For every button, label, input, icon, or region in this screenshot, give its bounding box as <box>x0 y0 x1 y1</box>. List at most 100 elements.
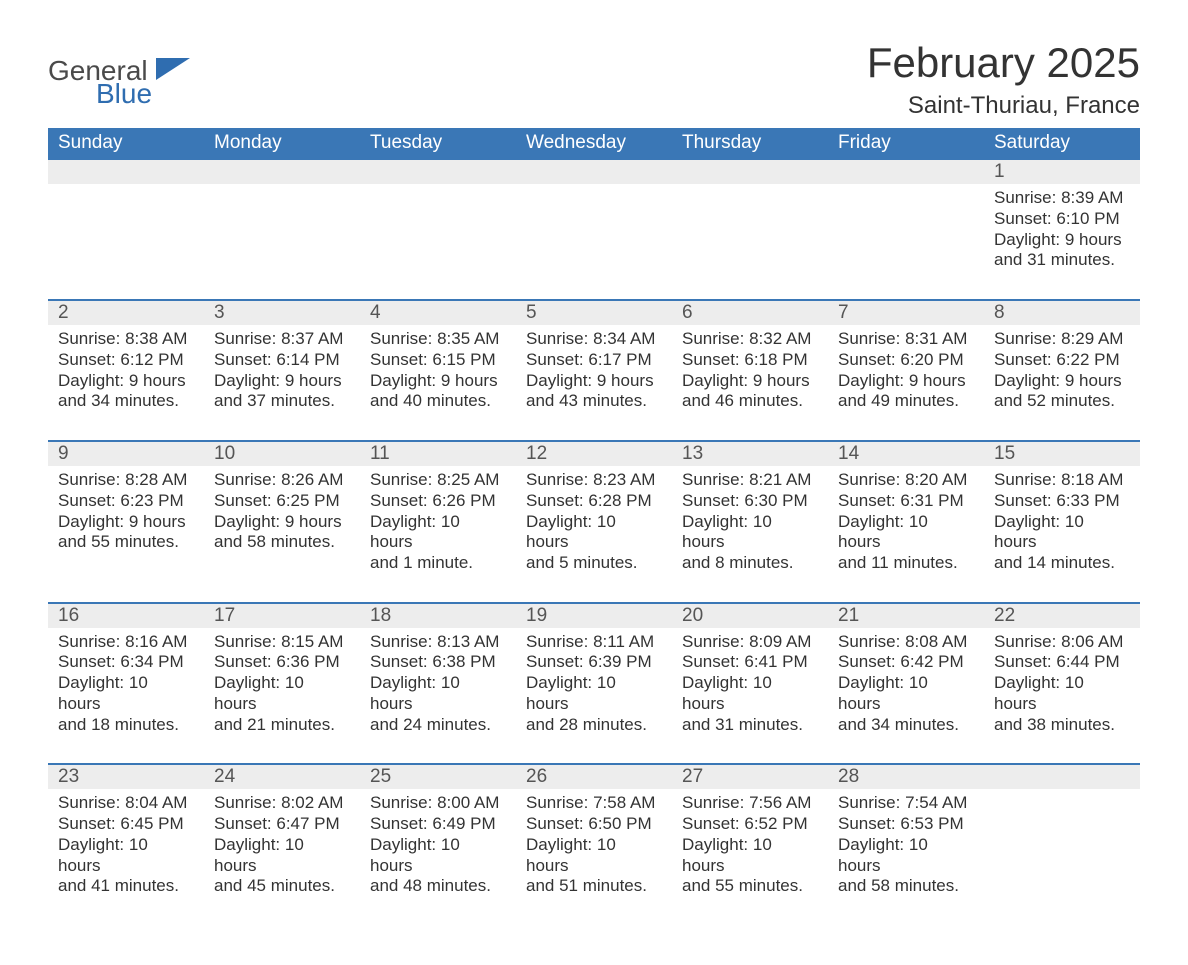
day-detail-row: Sunrise: 8:28 AMSunset: 6:23 PMDaylight:… <box>48 466 1140 603</box>
calendar-page: General Blue February 2025 Saint-Thuriau… <box>0 0 1188 965</box>
day-number-cell <box>360 160 516 184</box>
day-number-cell: 10 <box>204 442 360 466</box>
daylight-text-1: Daylight: 10 hours <box>838 512 974 553</box>
sunset-text: Sunset: 6:10 PM <box>994 209 1130 230</box>
sunset-text: Sunset: 6:12 PM <box>58 350 194 371</box>
daylight-text-2: and 1 minute. <box>370 553 506 574</box>
sunrise-text: Sunrise: 8:34 AM <box>526 329 662 350</box>
sunset-text: Sunset: 6:15 PM <box>370 350 506 371</box>
day-number-cell: 1 <box>984 160 1140 184</box>
day-number-cell: 21 <box>828 604 984 628</box>
day-detail-cell: Sunrise: 8:20 AMSunset: 6:31 PMDaylight:… <box>828 466 984 603</box>
day-detail-row: Sunrise: 8:39 AMSunset: 6:10 PMDaylight:… <box>48 184 1140 300</box>
logo-text: General Blue <box>48 58 152 106</box>
logo-word-blue: Blue <box>96 81 152 106</box>
day-detail-cell: Sunrise: 8:18 AMSunset: 6:33 PMDaylight:… <box>984 466 1140 603</box>
sunrise-text: Sunrise: 8:16 AM <box>58 632 194 653</box>
sunset-text: Sunset: 6:14 PM <box>214 350 350 371</box>
sunrise-text: Sunrise: 7:58 AM <box>526 793 662 814</box>
day-header: Sunday <box>48 128 204 160</box>
day-detail-cell <box>828 184 984 300</box>
calendar-body: 1Sunrise: 8:39 AMSunset: 6:10 PMDaylight… <box>48 160 1140 925</box>
sunset-text: Sunset: 6:28 PM <box>526 491 662 512</box>
daylight-text-2: and 46 minutes. <box>682 391 818 412</box>
day-detail-cell <box>204 184 360 300</box>
day-number-cell <box>204 160 360 184</box>
sunrise-text: Sunrise: 8:20 AM <box>838 470 974 491</box>
sunset-text: Sunset: 6:47 PM <box>214 814 350 835</box>
day-detail-row: Sunrise: 8:16 AMSunset: 6:34 PMDaylight:… <box>48 628 1140 765</box>
daylight-text-1: Daylight: 10 hours <box>994 512 1130 553</box>
daylight-text-1: Daylight: 10 hours <box>838 673 974 714</box>
daylight-text-2: and 40 minutes. <box>370 391 506 412</box>
day-detail-cell: Sunrise: 8:04 AMSunset: 6:45 PMDaylight:… <box>48 789 204 925</box>
daylight-text-1: Daylight: 9 hours <box>682 371 818 392</box>
day-detail-cell: Sunrise: 8:31 AMSunset: 6:20 PMDaylight:… <box>828 325 984 441</box>
logo: General Blue <box>48 40 190 106</box>
day-number-row: 16171819202122 <box>48 604 1140 628</box>
sunset-text: Sunset: 6:53 PM <box>838 814 974 835</box>
sunset-text: Sunset: 6:30 PM <box>682 491 818 512</box>
daylight-text-2: and 48 minutes. <box>370 876 506 897</box>
day-number-cell: 16 <box>48 604 204 628</box>
day-number-cell: 22 <box>984 604 1140 628</box>
day-number-cell: 20 <box>672 604 828 628</box>
daylight-text-1: Daylight: 9 hours <box>994 371 1130 392</box>
sunrise-text: Sunrise: 8:25 AM <box>370 470 506 491</box>
daylight-text-2: and 38 minutes. <box>994 715 1130 736</box>
day-header: Monday <box>204 128 360 160</box>
sunset-text: Sunset: 6:49 PM <box>370 814 506 835</box>
sunset-text: Sunset: 6:39 PM <box>526 652 662 673</box>
day-number-cell: 24 <box>204 765 360 789</box>
daylight-text-2: and 31 minutes. <box>682 715 818 736</box>
day-number-cell: 17 <box>204 604 360 628</box>
header: General Blue February 2025 Saint-Thuriau… <box>48 40 1140 120</box>
day-detail-cell <box>516 184 672 300</box>
sunrise-text: Sunrise: 8:39 AM <box>994 188 1130 209</box>
day-number-row: 1 <box>48 160 1140 184</box>
day-detail-cell: Sunrise: 8:39 AMSunset: 6:10 PMDaylight:… <box>984 184 1140 300</box>
sunset-text: Sunset: 6:50 PM <box>526 814 662 835</box>
day-number-row: 9101112131415 <box>48 442 1140 466</box>
day-detail-cell: Sunrise: 8:21 AMSunset: 6:30 PMDaylight:… <box>672 466 828 603</box>
day-detail-cell: Sunrise: 8:32 AMSunset: 6:18 PMDaylight:… <box>672 325 828 441</box>
day-number-cell <box>48 160 204 184</box>
sunset-text: Sunset: 6:41 PM <box>682 652 818 673</box>
daylight-text-1: Daylight: 10 hours <box>526 835 662 876</box>
daylight-text-2: and 21 minutes. <box>214 715 350 736</box>
daylight-text-1: Daylight: 10 hours <box>526 673 662 714</box>
daylight-text-2: and 5 minutes. <box>526 553 662 574</box>
day-number-cell: 6 <box>672 301 828 325</box>
location-label: Saint-Thuriau, France <box>867 92 1140 120</box>
day-detail-cell: Sunrise: 8:02 AMSunset: 6:47 PMDaylight:… <box>204 789 360 925</box>
sunrise-text: Sunrise: 8:21 AM <box>682 470 818 491</box>
sunrise-text: Sunrise: 8:08 AM <box>838 632 974 653</box>
sunset-text: Sunset: 6:52 PM <box>682 814 818 835</box>
day-number-cell: 18 <box>360 604 516 628</box>
daylight-text-1: Daylight: 10 hours <box>58 835 194 876</box>
day-detail-cell: Sunrise: 7:54 AMSunset: 6:53 PMDaylight:… <box>828 789 984 925</box>
daylight-text-1: Daylight: 10 hours <box>682 512 818 553</box>
day-number-cell: 14 <box>828 442 984 466</box>
daylight-text-2: and 51 minutes. <box>526 876 662 897</box>
daylight-text-2: and 24 minutes. <box>370 715 506 736</box>
day-detail-cell: Sunrise: 8:13 AMSunset: 6:38 PMDaylight:… <box>360 628 516 765</box>
daylight-text-1: Daylight: 10 hours <box>370 512 506 553</box>
daylight-text-2: and 34 minutes. <box>838 715 974 736</box>
day-detail-cell: Sunrise: 8:15 AMSunset: 6:36 PMDaylight:… <box>204 628 360 765</box>
sunrise-text: Sunrise: 8:00 AM <box>370 793 506 814</box>
day-number-cell: 25 <box>360 765 516 789</box>
daylight-text-2: and 45 minutes. <box>214 876 350 897</box>
day-detail-cell: Sunrise: 8:37 AMSunset: 6:14 PMDaylight:… <box>204 325 360 441</box>
day-number-cell: 3 <box>204 301 360 325</box>
calendar-table: Sunday Monday Tuesday Wednesday Thursday… <box>48 128 1140 925</box>
day-number-cell: 26 <box>516 765 672 789</box>
sunset-text: Sunset: 6:36 PM <box>214 652 350 673</box>
sunrise-text: Sunrise: 8:09 AM <box>682 632 818 653</box>
day-number-cell: 2 <box>48 301 204 325</box>
sunrise-text: Sunrise: 7:56 AM <box>682 793 818 814</box>
day-header: Wednesday <box>516 128 672 160</box>
day-detail-cell: Sunrise: 8:34 AMSunset: 6:17 PMDaylight:… <box>516 325 672 441</box>
daylight-text-2: and 14 minutes. <box>994 553 1130 574</box>
sunset-text: Sunset: 6:23 PM <box>58 491 194 512</box>
